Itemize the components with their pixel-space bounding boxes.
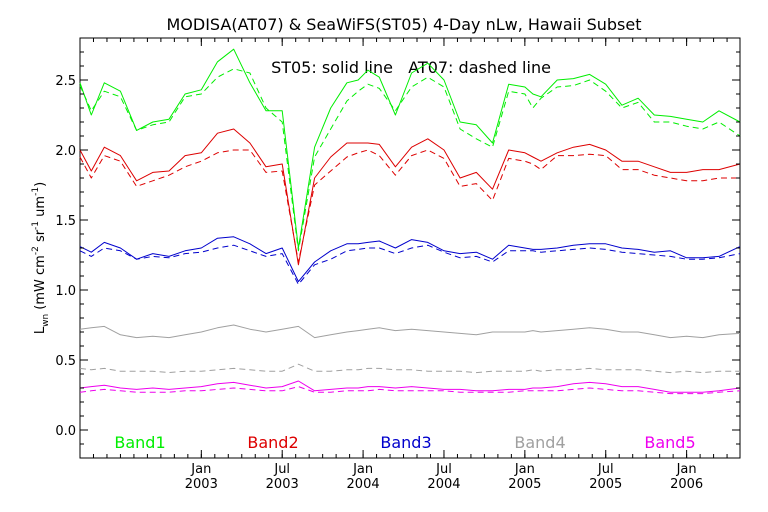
y-tick-label: 2.0 [55, 144, 76, 159]
x-tick-year: 2005 [589, 477, 622, 492]
x-tick-year: 2005 [508, 477, 541, 492]
y-label-exp3: -1 [31, 187, 41, 196]
series-band3-st05 [79, 236, 741, 283]
chart-title: MODISA(AT07) & SeaWiFS(ST05) 4-Day nLw, … [166, 15, 641, 34]
y-label-exp2: -1 [31, 221, 41, 230]
series-band5-at07 [79, 386, 741, 395]
y-label-units-close: ) [33, 182, 48, 187]
legend-band5: Band5 [644, 433, 695, 452]
series-band1-at07 [79, 68, 741, 252]
x-tick-year: 2003 [185, 477, 218, 492]
y-label-mid1: sr [33, 229, 48, 246]
x-tick-month: Jul [435, 462, 452, 477]
x-tick-month: Jul [597, 462, 614, 477]
legend-band2: Band2 [247, 433, 298, 452]
legend-band4: Band4 [514, 433, 565, 452]
x-tick-year: 2004 [347, 477, 380, 492]
y-tick-label: 2.5 [55, 74, 76, 89]
x-tick-month: Jul [273, 462, 290, 477]
series-band3-at07 [79, 244, 741, 285]
series-band5-st05 [79, 380, 741, 393]
y-axis-label: Lwn (mW cm-2 sr-1 um-1) [31, 182, 51, 334]
y-tick-label: 1.5 [55, 214, 76, 229]
legend-band1: Band1 [114, 433, 165, 452]
axis-layer: 0.00.51.01.52.02.5Jan2003Jul2003Jan2004J… [55, 37, 740, 492]
x-tick-year: 2006 [670, 477, 703, 492]
x-tick-month: Jan [514, 462, 535, 477]
series-band2-st05 [79, 128, 741, 266]
series-band2-at07 [79, 149, 740, 263]
y-label-main: L [33, 326, 48, 334]
y-tick-label: 1.0 [55, 284, 76, 299]
x-tick-month: Jan [190, 462, 211, 477]
y-label-mid2: um [33, 196, 48, 221]
series-layer [79, 48, 741, 395]
series-band4-at07 [79, 363, 740, 374]
x-tick-year: 2003 [266, 477, 299, 492]
y-label-exp1: -2 [31, 246, 41, 255]
x-tick-year: 2004 [427, 477, 460, 492]
y-label-units-open: (mW cm [33, 255, 48, 314]
series-band1-st05 [79, 48, 741, 249]
legend: Band1 Band2 Band3 Band4 Band5 [114, 433, 695, 452]
legend-band3: Band3 [380, 433, 431, 452]
series-band4-st05 [79, 324, 741, 339]
x-tick-month: Jan [676, 462, 697, 477]
y-label-sub: wn [41, 314, 51, 327]
y-tick-label: 0.5 [55, 354, 76, 369]
y-tick-label: 0.0 [55, 424, 76, 439]
line-style-note: ST05: solid line AT07: dashed line [271, 58, 551, 77]
x-tick-month: Jan [352, 462, 373, 477]
